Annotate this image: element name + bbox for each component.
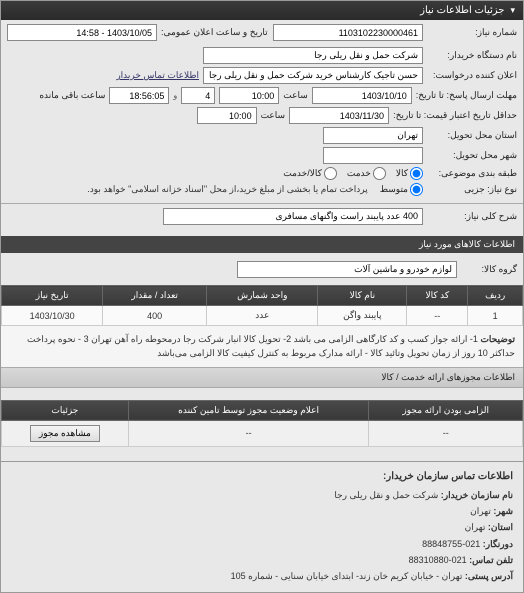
packaging-label: طبقه بندی موضوعی: (427, 168, 517, 179)
cell-name: پایبند واگن (318, 306, 407, 326)
group-label: گروه کالا: (461, 264, 517, 275)
lic-cell-req: -- (369, 420, 523, 446)
cell-date: 1403/10/30 (2, 306, 103, 326)
need-title-field (163, 208, 423, 225)
panel-title: جزئیات اطلاعات نیاز (420, 5, 504, 16)
remain-label: ساعت باقی مانده (39, 90, 105, 101)
col-unit: واحد شمارش (207, 286, 318, 306)
col-row: ردیف (468, 286, 523, 306)
cont-prov-val: تهران (465, 522, 486, 532)
collapse-icon[interactable]: ▾ (510, 5, 515, 16)
city-label: شهر محل تحویل: (427, 150, 517, 161)
contact-link[interactable]: اطلاعات تماس خریدار (116, 70, 199, 81)
goods-table: ردیف کد کالا نام کالا واحد شمارش تعداد /… (1, 285, 523, 326)
pkg-service-radio[interactable] (373, 167, 386, 180)
requester-field (203, 67, 423, 84)
license-row: -- -- مشاهده مجوز (2, 420, 523, 446)
reqnum-label: شماره نیاز: (427, 27, 517, 38)
remain-time (109, 87, 169, 104)
remain-days-lbl: و (173, 91, 177, 100)
group-field (237, 261, 457, 278)
description-box: توضیحات 1- ارائه جواز کسب و کد کارگاهی ا… (1, 326, 523, 367)
priority-label: نوع نیاز: جزیی (427, 184, 517, 195)
pay-note: پرداخت تمام یا بخشی از مبلغ خرید،از محل … (87, 184, 367, 195)
lic-cell-detail: مشاهده مجوز (2, 420, 129, 446)
cont-city-label: شهر: (493, 506, 513, 516)
priority-mid-option[interactable]: متوسط (380, 183, 423, 196)
col-date: تاریخ نیاز (2, 286, 103, 306)
lic-cell-status: -- (128, 420, 369, 446)
reqnum-field (273, 24, 423, 41)
lic-col-detail: جزئیات (2, 400, 129, 420)
priority-radios: متوسط (380, 183, 423, 196)
postal-label: دورنگار: (483, 539, 513, 549)
cont-city-val: تهران (470, 506, 491, 516)
need-title-label: شرح کلی نیاز: (427, 211, 517, 222)
cell-rownum: 1 (468, 306, 523, 326)
panel-header: ▾ جزئیات اطلاعات نیاز (1, 1, 523, 20)
requester-label: اعلان کننده درخواست: (427, 70, 517, 81)
pkg-goods-radio[interactable] (410, 167, 423, 180)
deadline-send-time (219, 87, 279, 104)
col-code: کد کالا (407, 286, 468, 306)
cell-code: -- (407, 306, 468, 326)
time-label-1: ساعت (283, 90, 308, 101)
lic-col-req: الزامی بودن ارائه مجوز (369, 400, 523, 420)
col-qty: تعداد / مقدار (103, 286, 207, 306)
packaging-radios: کالا خدمت کالا/خدمت (283, 167, 423, 180)
goods-header: اطلاعات کالاهای مورد نیاز (1, 236, 523, 253)
org-label: نام سازمان خریدار: (441, 490, 513, 500)
phone-val: 021-88310880 (409, 555, 467, 565)
cont-prov-label: استان: (488, 522, 513, 532)
header-section: شماره نیاز: تاریخ و ساعت اعلان عمومی: نا… (1, 20, 523, 203)
validity-label: حداقل تاریخ اعتبار قیمت: تا تاریخ: (393, 110, 517, 121)
view-license-button[interactable]: مشاهده مجوز (30, 425, 100, 442)
validity-time (197, 107, 257, 124)
contact-block: اطلاعات تماس سازمان خریدار: نام سازمان خ… (1, 462, 523, 592)
pkg-service-option[interactable]: خدمت (347, 167, 386, 180)
org-val: شرکت حمل و نقل ریلی رجا (334, 490, 438, 500)
cell-unit: عدد (207, 306, 318, 326)
pkg-goodserv-radio[interactable] (324, 167, 337, 180)
license-header: اطلاعات مجوزهای ارائه خدمت / کالا (1, 367, 523, 388)
license-table: الزامی بودن ارائه مجوز اعلام وضعیت مجوز … (1, 400, 523, 447)
addr-val: تهران - خیابان کریم خان زند- ابتدای خیاب… (231, 571, 463, 581)
details-panel: ▾ جزئیات اطلاعات نیاز شماره نیاز: تاریخ … (0, 0, 524, 593)
table-row[interactable]: 1 -- پایبند واگن عدد 400 1403/10/30 (2, 306, 523, 326)
desc-label: توضیحات (480, 334, 515, 344)
deadline-send-date (312, 87, 412, 104)
pkg-goodserv-option[interactable]: کالا/خدمت (283, 167, 337, 180)
announcedate-label: تاریخ و ساعت اعلان عمومی: (161, 27, 268, 38)
desc-text: 1- ارائه جواز کسب و کد کارگاهی الزامی می… (27, 334, 515, 358)
remain-days (181, 87, 215, 104)
contact-header: اطلاعات تماس سازمان خریدار: (11, 468, 513, 485)
cell-qty: 400 (103, 306, 207, 326)
addr-label: آدرس پستی: (465, 571, 513, 581)
buyer-label: نام دستگاه خریدار: (427, 50, 517, 61)
buyer-field (203, 47, 423, 64)
postal-val: 021-88848755 (422, 539, 480, 549)
announcedate-field (7, 24, 157, 41)
lic-col-status: اعلام وضعیت مجوز توسط تامین کننده (128, 400, 369, 420)
phone-label: تلفن تماس: (469, 555, 513, 565)
city-field (323, 147, 423, 164)
pkg-goods-option[interactable]: کالا (396, 167, 423, 180)
col-name: نام کالا (318, 286, 407, 306)
time-label-2: ساعت (261, 110, 286, 121)
province-field (323, 127, 423, 144)
province-label: استان محل تحویل: (427, 130, 517, 141)
priority-mid-radio[interactable] (410, 183, 423, 196)
validity-date (289, 107, 389, 124)
deadline-send-label: مهلت ارسال پاسخ: تا تاریخ: (416, 90, 517, 101)
